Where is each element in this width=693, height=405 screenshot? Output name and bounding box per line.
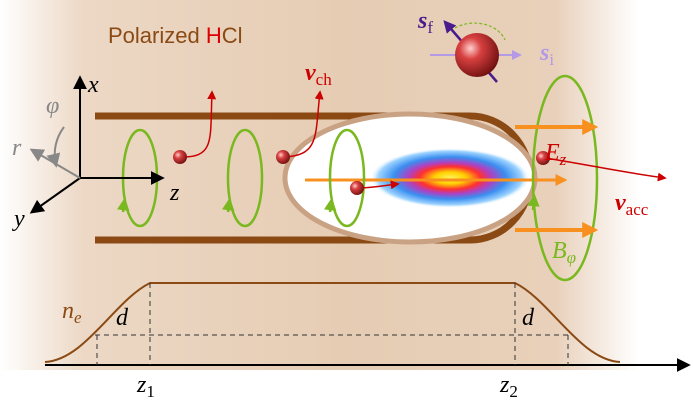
e-z-label: Ez (544, 140, 567, 169)
subscript: 1 (146, 382, 155, 401)
phi-label: φ (46, 93, 59, 119)
symbol: E (544, 140, 560, 166)
b-phi-label: Bφ (552, 238, 576, 267)
subscript: z (559, 150, 567, 169)
spin-initial-label: si (539, 40, 554, 69)
symbol: z (136, 372, 147, 398)
title-cl: Cl (222, 23, 243, 48)
density-label: ne (62, 298, 82, 327)
title-prefix: Polarized (108, 23, 200, 48)
electron-bunch (370, 148, 530, 208)
subscript: e (74, 308, 82, 327)
z2-label: z2 (499, 372, 518, 401)
d-left-label: d (116, 305, 129, 331)
r-label: r (12, 135, 22, 161)
d-right-label: d (522, 305, 535, 331)
symbol: s (417, 8, 427, 34)
field-arrows (515, 119, 599, 238)
x-label: x (87, 72, 99, 98)
z-label: z (169, 180, 180, 206)
molecule (455, 33, 499, 77)
v-ch-label: vch (305, 60, 332, 89)
symbol: s (539, 40, 549, 66)
title-h: H (206, 23, 222, 48)
density-profile (44, 282, 621, 363)
symbol: z (499, 372, 510, 398)
guides (95, 283, 570, 365)
title: Polarized HCl (108, 23, 243, 48)
symbol: n (62, 298, 74, 324)
v-acc-label: vacc (615, 190, 649, 219)
spin-final-label: sf (417, 8, 433, 37)
subscript: φ (567, 248, 576, 267)
symbol: v (305, 60, 316, 86)
subscript: ch (316, 70, 333, 89)
subscript: acc (626, 200, 649, 219)
axes (29, 75, 165, 214)
spin-rotation (454, 22, 506, 41)
electrons (173, 150, 550, 195)
y-label: y (12, 206, 25, 232)
subscript: 2 (509, 382, 518, 401)
symbol: B (552, 238, 567, 264)
symbol: v (615, 190, 626, 216)
subscript: f (427, 18, 433, 37)
z1-label: z1 (136, 372, 155, 401)
subscript: i (549, 50, 554, 69)
